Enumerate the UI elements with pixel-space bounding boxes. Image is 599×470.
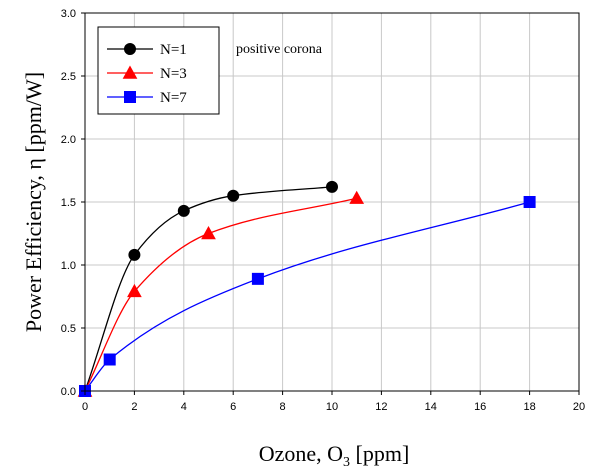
- x-axis-title: Ozone, O3 [ppm]: [259, 441, 410, 470]
- x-tick-label: 2: [131, 401, 137, 413]
- y-tick-label: 1.5: [61, 197, 76, 209]
- data-point: [227, 189, 240, 202]
- x-tick-label: 12: [375, 401, 387, 413]
- legend-marker: [124, 43, 136, 55]
- x-tick-label: 4: [181, 401, 187, 413]
- x-tick-label: 14: [425, 401, 437, 413]
- axis-ticks: 0 2 4 6 8 10 12 14 16 18 20 0.0 0.5 1.0 1.5 2.0 2.5 3.0: [61, 8, 585, 413]
- legend-marker: [122, 65, 138, 79]
- series-3: [79, 196, 536, 397]
- data-point: [177, 204, 190, 217]
- data-point: [128, 248, 141, 261]
- y-tick-label: 0.5: [61, 323, 76, 335]
- y-tick-label: 2.0: [61, 134, 76, 146]
- legend-label: N=1: [160, 42, 187, 58]
- x-tick-label: 18: [523, 401, 535, 413]
- y-tick-label: 3.0: [61, 8, 76, 20]
- chart-annotation: positive corona: [236, 42, 323, 57]
- y-tick-label: 2.5: [61, 71, 76, 83]
- x-tick-label: 16: [474, 401, 486, 413]
- y-tick-label: 0.0: [61, 386, 76, 398]
- data-point: [349, 190, 365, 204]
- y-tick-label: 1.0: [61, 260, 76, 272]
- legend-item: N=1: [107, 42, 187, 58]
- x-axis-title-suffix: [ppm]: [350, 441, 409, 466]
- x-tick-label: 8: [280, 401, 286, 413]
- legend: N=1 N=3 N=7: [97, 26, 220, 115]
- data-point: [326, 180, 338, 193]
- legend-box: [97, 26, 220, 115]
- x-tick-label: 20: [573, 401, 585, 413]
- legend-label: N=3: [160, 66, 187, 82]
- legend-item: N=3: [107, 65, 187, 82]
- data-point: [251, 272, 264, 285]
- legend-item: N=7: [107, 90, 187, 106]
- data-point: [103, 353, 116, 366]
- data-point: [523, 196, 536, 208]
- series-line: [84, 186, 333, 392]
- series-1: [79, 180, 338, 397]
- series-line: [84, 201, 530, 392]
- y-axis-title: Power Efficiency, η [ppm/W]: [21, 72, 46, 332]
- data-point: [127, 283, 142, 298]
- x-tick-label: 0: [82, 401, 88, 413]
- series-line: [84, 197, 357, 392]
- x-tick-label: 10: [326, 401, 338, 413]
- data-point: [201, 225, 216, 240]
- legend-label: N=7: [160, 90, 187, 106]
- x-axis-title-main: Ozone, O: [259, 441, 343, 466]
- legend-items: N=1 N=3 N=7: [107, 42, 187, 106]
- x-axis-title-subscript: 3: [343, 455, 350, 470]
- series-layer: [77, 180, 536, 397]
- legend-marker: [124, 91, 136, 103]
- x-tick-label: 6: [230, 401, 236, 413]
